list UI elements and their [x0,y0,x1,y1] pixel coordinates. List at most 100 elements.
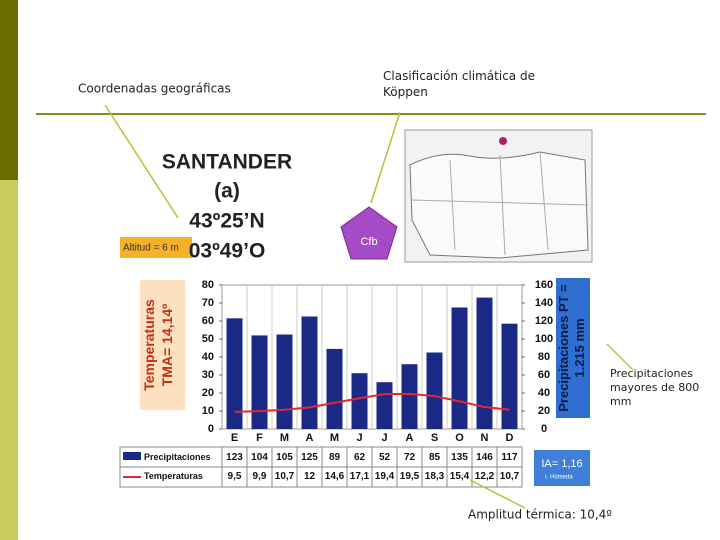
legend-label: Precipitaciones [144,452,211,462]
table-value: 72 [404,452,416,463]
humidity: I. Húmeda [545,475,573,481]
map-outline [409,151,589,259]
y-tick-label: 0 [208,423,214,435]
annotation: Clasificación climática de Köppen [383,69,535,99]
y2-label-box [556,278,590,418]
table-value: 12 [304,471,316,482]
table-value: 135 [451,452,468,463]
table-value: 104 [251,452,268,463]
map-borders [411,151,589,256]
annotation-box: Precipitaciones mayores de 800 mm [610,367,700,408]
bar [476,297,493,429]
y2-label-holder: Precipitaciones PT = 1.215 mm [556,284,587,412]
y-tick-label: 40 [202,351,214,363]
arrows [104,104,634,509]
bar [226,318,243,429]
table-value: 15,4 [450,471,470,482]
bar [501,323,518,429]
aridity-index: IA= 1,16 [541,458,582,470]
side-bar-dark [0,0,18,180]
table-value: 9,9 [253,471,267,482]
table-value: 123 [226,452,243,463]
y-label-box [140,280,185,410]
y2-axis-label: Precipitaciones PT = 1.215 mm [556,284,587,412]
annotation-box: Clasificación climática de Köppen [383,69,535,99]
y2-tick-label: 120 [535,315,553,327]
map-marker [499,137,507,145]
y2-tick-label: 40 [538,387,550,399]
y-tick-label: 80 [202,279,214,291]
x-tick-label: E [231,432,238,444]
y2-tick-label: 100 [535,333,553,345]
table-value: 18,3 [425,471,445,482]
annotation: Coordenadas geográficas [78,82,231,96]
table-value: 146 [476,452,493,463]
altitude: Altitud = 6 m [123,243,179,254]
table-value: 89 [329,452,341,463]
chart-title: SANTANDER [162,151,292,174]
x-tick-label: A [406,432,414,444]
side-bar-light [0,180,18,540]
bar [426,352,443,429]
x-tick-label: M [280,432,289,444]
y2-tick-label: 140 [535,297,553,309]
x-tick-label: D [506,432,514,444]
y2-tick-label: 20 [538,405,550,417]
x-tick-label: N [481,432,489,444]
table-value: 12,2 [475,471,495,482]
y2-tick-label: 80 [538,351,550,363]
table-value: 52 [379,452,391,463]
plot: 0 10 20 30 40 50 60 70 80 0 20 40 60 80 100 120 140 160 E F… [119,279,553,488]
y2-tick-label: 0 [541,423,547,435]
koppen: Cfb [360,236,377,248]
arrow [104,104,179,219]
bar [301,316,318,429]
x-tick-label: M [330,432,339,444]
table-value: 105 [276,452,293,463]
table-value: 14,6 [325,471,345,482]
legend-label: Temperaturas [144,471,203,481]
table-value: 10,7 [275,471,295,482]
line [234,392,510,413]
y-tick-label: 50 [202,333,214,345]
table-value: 85 [429,452,441,463]
bar [401,364,418,429]
arrow [469,479,526,509]
bar [326,348,343,429]
table-value: 125 [301,452,318,463]
y-tick-label: 30 [202,369,214,381]
x-tick-label: F [256,432,263,444]
y2-tick-label: 60 [538,369,550,381]
arrow [606,343,634,371]
y-label-holder: Temperaturas TMA= 14,14º [141,299,175,391]
legend-swatch [123,452,141,460]
chart-subtitle: (a) [214,180,240,203]
x-tick-label: J [356,432,362,444]
latitude: 43º25’N [189,210,264,233]
bar [251,335,268,429]
annotation: Amplitud térmica: 10,4º [468,508,612,522]
x-tick-label: O [455,432,464,444]
table-value: 62 [354,452,366,463]
ia-box [534,450,590,486]
bar [276,334,293,429]
x-tick-label: J [381,432,387,444]
bar [451,307,468,429]
x-tick-label: S [431,432,438,444]
y-axis-label: Temperaturas TMA= 14,14º [141,299,175,391]
koppen-badge [340,206,398,260]
bar [376,382,393,429]
table-value: 117 [501,452,518,463]
annotation: Precipitaciones mayores de 800 mm [610,367,700,408]
legend-swatch [123,476,141,478]
altitude-box [120,237,192,258]
x-tick-label: A [306,432,314,444]
longitude: 03º49’O [189,240,266,263]
bar [351,373,368,429]
y-tick-label: 60 [202,315,214,327]
table-value: 19,5 [400,471,420,482]
y-tick-label: 10 [202,405,214,417]
table-value: 17,1 [350,471,370,482]
table-value: 9,5 [228,471,242,482]
